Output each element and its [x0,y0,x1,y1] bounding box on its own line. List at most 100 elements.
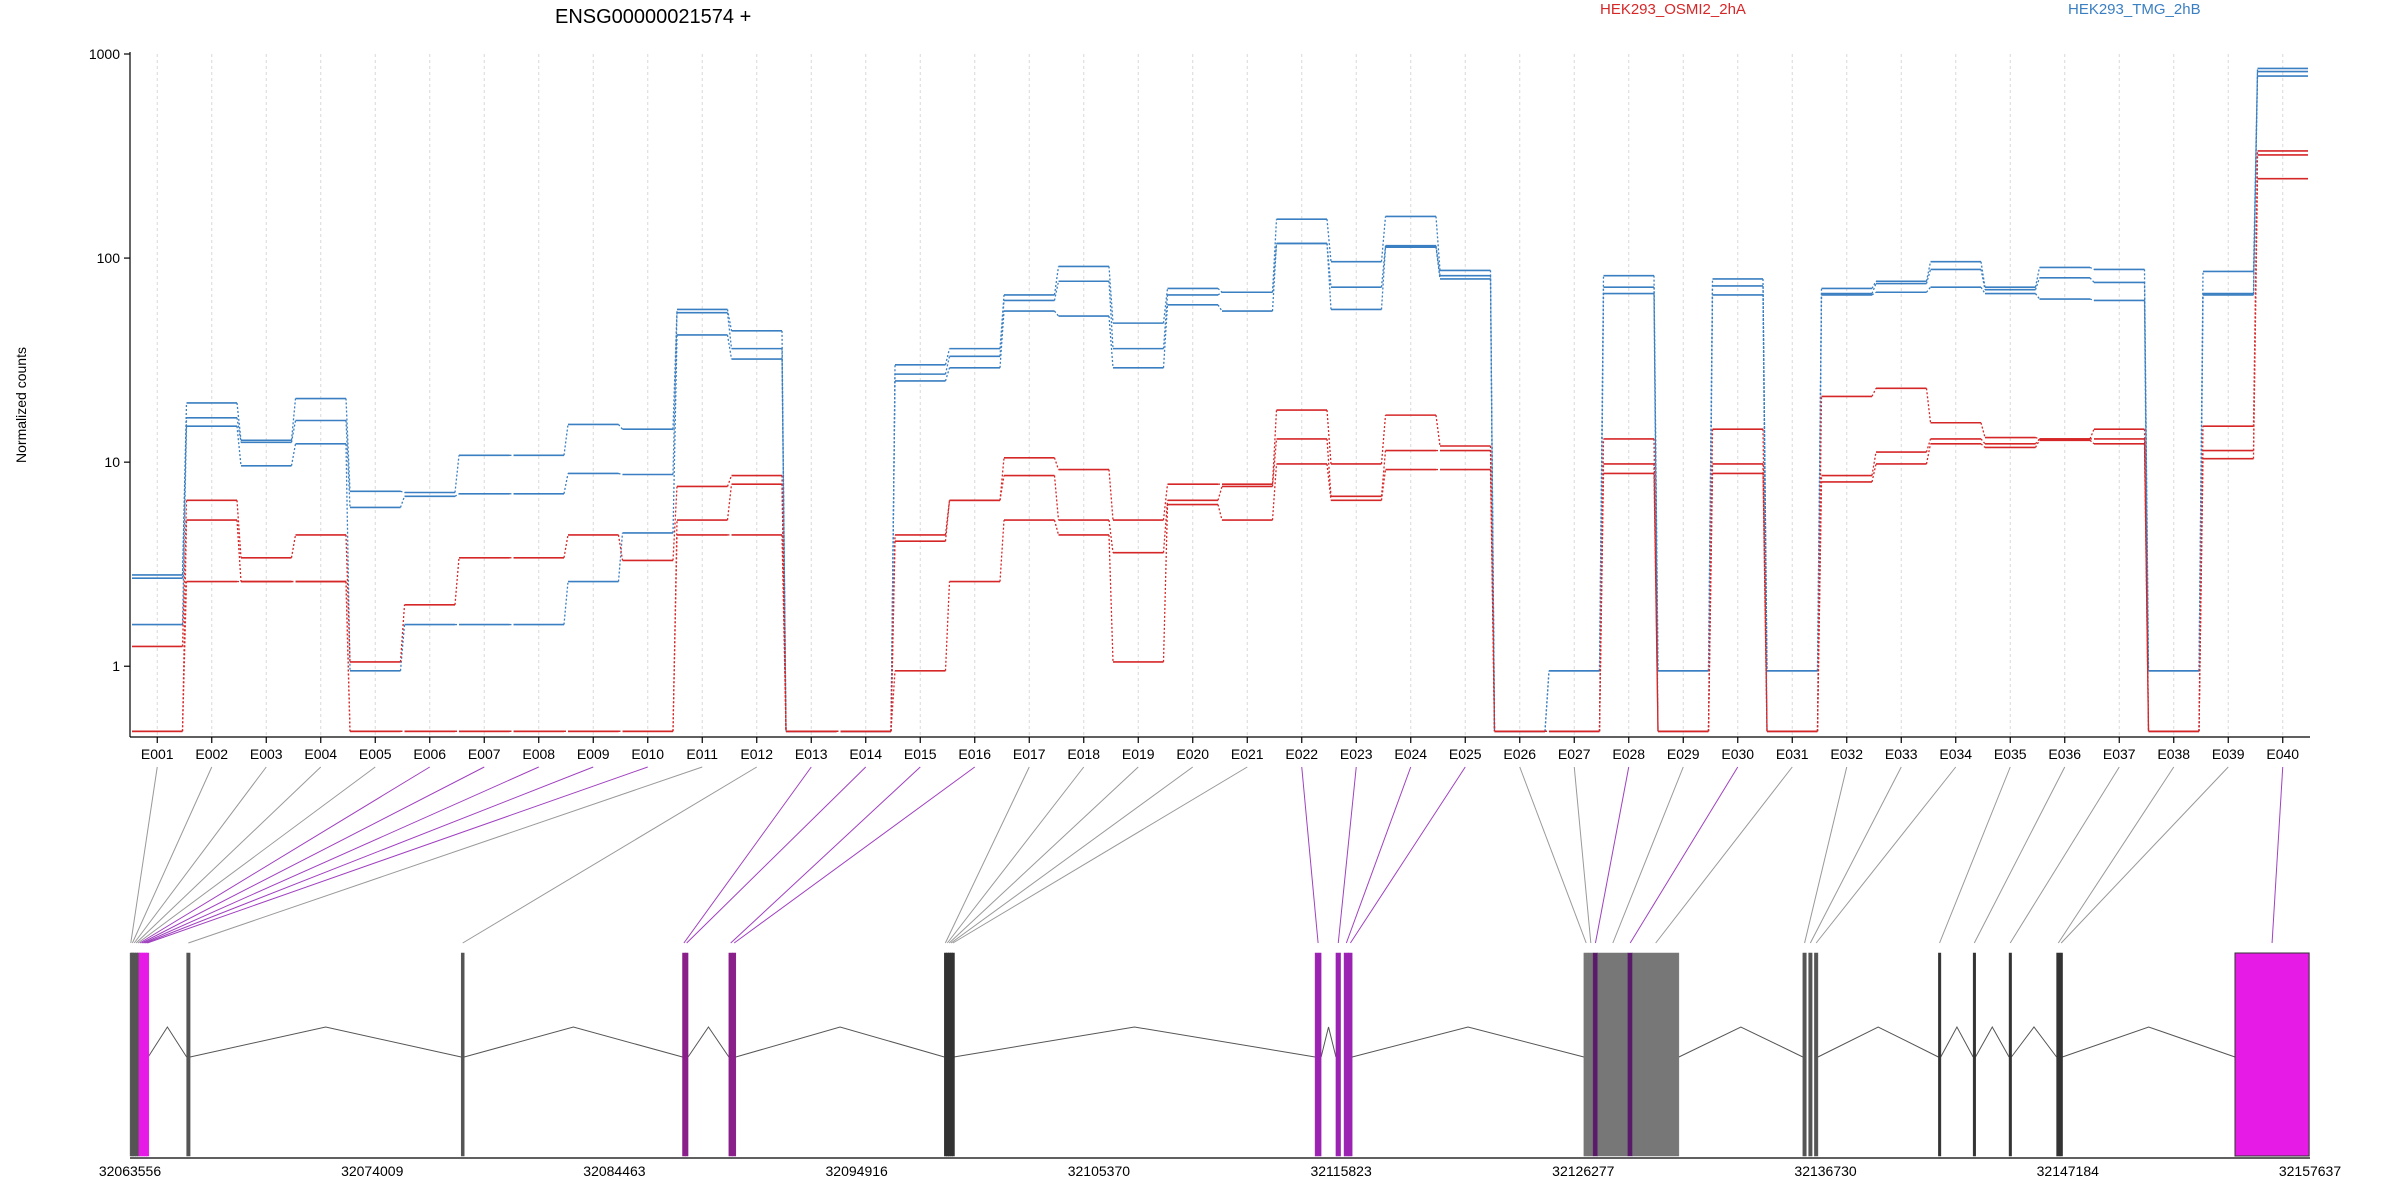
series-6-connector-18 [1108,534,1114,662]
x-tick-label-E017: E017 [1013,746,1046,762]
series-4-connector-11 [726,475,733,487]
x-tick-label-E020: E020 [1176,746,1209,762]
x-tick-label-E023: E023 [1340,746,1373,762]
series-6-connector-27 [1598,473,1605,732]
link-E007 [141,766,485,944]
exon-box-E040 [2234,952,2310,1157]
series-2-connector-36 [2089,277,2095,283]
link-E031 [1655,766,1793,944]
series-2-connector-4 [345,420,351,508]
series-4-connector-24 [1435,415,1441,447]
link-E039 [2060,766,2229,944]
exon-box-E027 [1588,952,1594,1157]
series-1-connector-5 [400,490,405,494]
series-4-connector-23 [1380,415,1387,464]
x-tick-label-E031: E031 [1776,746,1809,762]
series-5-connector-18 [1108,520,1114,553]
x-tick-label-E036: E036 [2048,746,2081,762]
x-tick-label-E009: E009 [577,746,610,762]
intron-37 [2010,1026,2057,1058]
link-E021 [952,766,1248,944]
series-1-connector-34 [1980,261,1986,288]
series-4-connector-8 [563,534,569,558]
x-tick-label-E026: E026 [1503,746,1536,762]
exon-box-E015 [728,952,733,1157]
series-4-connector-1 [181,500,188,647]
series-1-connector-19 [1162,288,1169,324]
series-4-connector-16 [999,457,1005,501]
series-6 [132,177,2308,733]
coord-tick-32147184: 32147184 [2037,1163,2100,1179]
exon-box-E021 [951,952,955,1157]
link-E020 [950,766,1194,944]
series-4-connector-18 [1108,469,1114,521]
series-5-connector-11 [726,484,733,521]
series-2-connector-8 [563,473,569,494]
series-5-connector-23 [1380,450,1387,497]
exon-box-E034 [1814,952,1819,1157]
series-4-connector-17 [1053,457,1060,470]
link-E036 [1973,766,2066,944]
exon-box-E014 [685,952,689,1157]
x-tick-label-E006: E006 [413,746,446,762]
series-1-connector-32 [1871,280,1877,289]
series-1-connector-8 [563,424,569,456]
legend-label-tmg: HEK293_TMG_2hB [2068,1,2201,18]
x-tick-label-E021: E021 [1231,746,1264,762]
series-6-connector-32 [1871,463,1877,483]
chart-title: ENSG00000021574 + [555,6,751,28]
exon-box-E013 [682,952,686,1157]
series-5-connector-34 [1980,438,1986,445]
series-3-connector-9 [617,532,624,582]
exon-box-E024 [1343,952,1349,1157]
series-2-connector-10 [672,312,678,475]
series-3-connector-3 [290,443,297,466]
x-tick-label-E019: E019 [1122,746,1155,762]
link-E002 [131,766,213,944]
x-tick-label-E008: E008 [522,746,555,762]
series-4-connector-33 [1925,388,1932,423]
series-1-connector-6 [454,455,460,493]
series-4-connector-35 [2035,436,2040,440]
series-1-connector-15 [944,348,951,365]
link-E009 [145,766,594,944]
series-2 [132,70,2308,733]
link-E006 [139,766,431,944]
exon-box-E038 [2056,952,2061,1157]
exon-box-E010 [146,952,150,1157]
x-tick-label-E016: E016 [958,746,991,762]
series-4-connector-10 [672,486,678,561]
link-E030 [1629,766,1739,944]
series-6-connector-23 [1380,469,1387,501]
link-E015 [730,766,921,944]
link-E037 [2009,766,2120,944]
link-E016 [733,766,976,944]
series-1-connector-18 [1108,266,1114,324]
coord-tick-32094916: 32094916 [826,1163,889,1179]
series-5-connector-16 [999,475,1005,501]
exon-box-E023 [1335,952,1341,1157]
intron-36 [1975,1025,2010,1058]
x-tick-label-E024: E024 [1394,746,1427,762]
series-5-connector-20 [1217,486,1223,501]
intron-14 [687,1026,730,1058]
intron-16 [735,1026,945,1058]
coord-tick-32084463: 32084463 [583,1163,646,1179]
x-tick-label-E033: E033 [1885,746,1918,762]
series-1-connector-36 [2089,266,2095,270]
series-4 [132,150,2308,733]
intron-34 [1817,1026,1939,1058]
series-1-connector-17 [1053,266,1060,295]
series-2-connector-33 [1925,269,1932,284]
series-4-connector-34 [1980,422,1986,438]
series-3-connector-19 [1162,304,1169,368]
series-3-connector-10 [672,334,678,533]
series-2-connector-34 [1980,269,1986,290]
link-E013 [683,766,812,944]
link-E010 [147,766,648,944]
intron-22 [1320,1026,1337,1058]
series-4-connector-36 [2089,428,2095,440]
x-tick-label-E001: E001 [141,746,174,762]
x-tick-label-E002: E002 [195,746,228,762]
series-1-connector-1 [181,402,188,575]
